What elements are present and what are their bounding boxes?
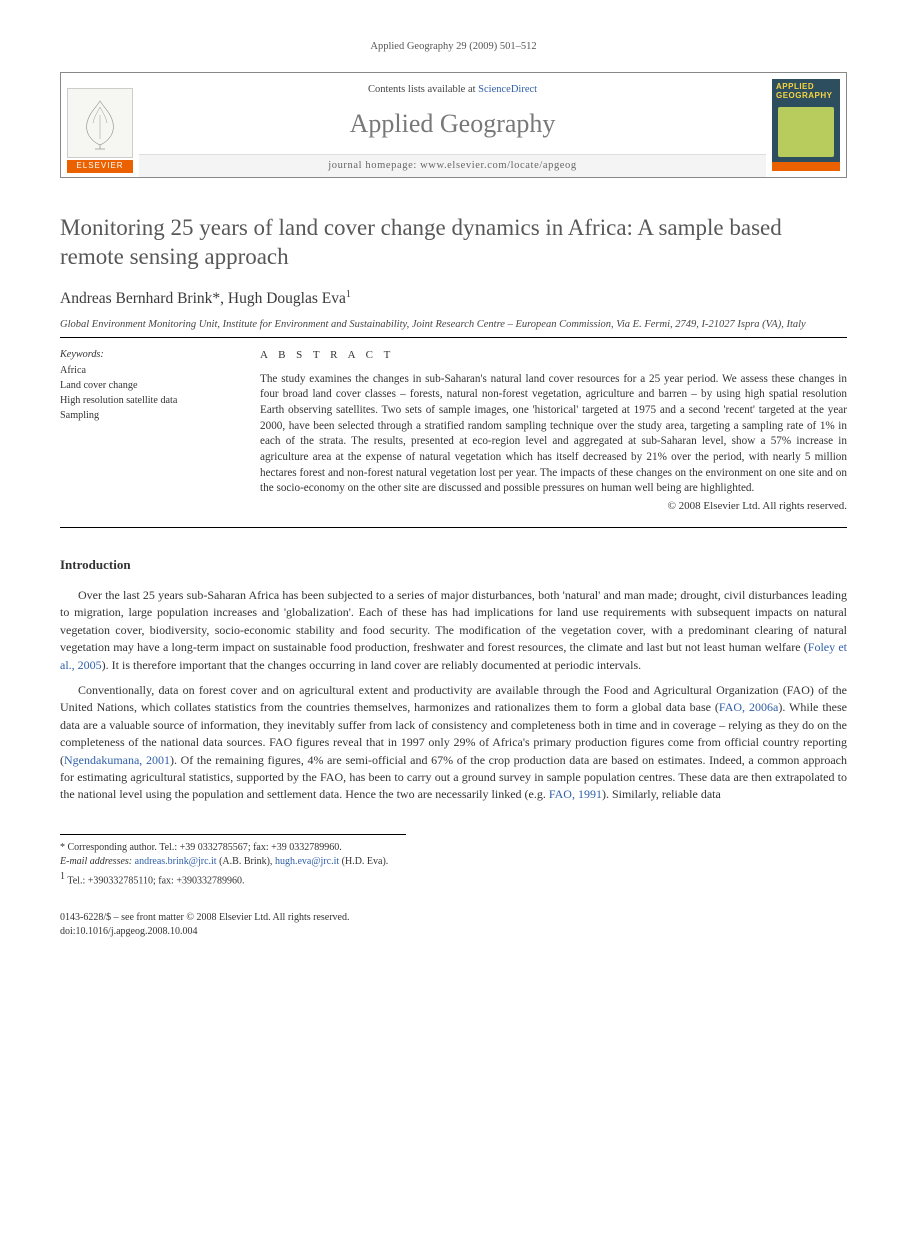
intro-para-2: Conventionally, data on forest cover and… <box>60 682 847 804</box>
p1-text-a: Over the last 25 years sub-Saharan Afric… <box>60 588 847 654</box>
homepage-prefix: journal homepage: <box>328 160 420 171</box>
keywords-head: Keywords: <box>60 348 232 363</box>
contents-prefix: Contents lists available at <box>368 84 478 95</box>
intro-para-1: Over the last 25 years sub-Saharan Afric… <box>60 587 847 674</box>
journal-header: ELSEVIER Contents lists available at Sci… <box>60 72 847 178</box>
doi-line: doi:10.1016/j.apgeog.2008.10.004 <box>60 925 847 939</box>
p2-text-d: ). Similarly, reliable data <box>602 787 721 801</box>
elsevier-wordmark: ELSEVIER <box>67 160 133 173</box>
email1-who: (A.B. Brink), <box>217 856 275 867</box>
keyword-item: High resolution satellite data <box>60 394 232 409</box>
author-sup: 1 <box>346 289 351 300</box>
keyword-item: Africa <box>60 364 232 379</box>
rule-bottom <box>60 527 847 528</box>
authors-line: Andreas Bernhard Brink*, Hugh Douglas Ev… <box>60 288 847 310</box>
introduction-head: Introduction <box>60 556 847 574</box>
elsevier-logo-block: ELSEVIER <box>61 73 139 177</box>
ref-ngendakumana-2001[interactable]: Ngendakumana, 2001 <box>64 753 170 767</box>
elsevier-tree-icon <box>67 88 133 158</box>
email-label: E-mail addresses: <box>60 856 135 867</box>
homepage-url: www.elsevier.com/locate/apgeog <box>420 160 577 171</box>
p2-text-c: ). Of the remaining figures, 4% are semi… <box>60 753 847 802</box>
authors-names: Andreas Bernhard Brink*, Hugh Douglas Ev… <box>60 290 346 307</box>
journal-title: Applied Geography <box>147 106 758 141</box>
journal-cover-thumb: APPLIED GEOGRAPHY <box>772 79 840 171</box>
keyword-item: Sampling <box>60 409 232 424</box>
affiliation: Global Environment Monitoring Unit, Inst… <box>60 318 847 332</box>
rule-top <box>60 337 847 338</box>
email-eva[interactable]: hugh.eva@jrc.it <box>275 856 339 867</box>
email-brink[interactable]: andreas.brink@jrc.it <box>135 856 217 867</box>
cover-orange-bar <box>772 162 840 171</box>
cover-title-text: APPLIED GEOGRAPHY <box>776 83 836 101</box>
abstract-text: The study examines the changes in sub-Sa… <box>260 372 847 497</box>
ref-fao-1991[interactable]: FAO, 1991 <box>549 787 602 801</box>
keywords-column: Keywords: Africa Land cover change High … <box>60 348 232 514</box>
footnote-1: 1 Tel.: +390332785110; fax: +39033278996… <box>60 870 406 889</box>
email-addresses-line: E-mail addresses: andreas.brink@jrc.it (… <box>60 855 406 870</box>
footnote-1-text: Tel.: +390332785110; fax: +390332789960. <box>65 875 244 886</box>
footnotes-block: * Corresponding author. Tel.: +39 033278… <box>60 834 406 889</box>
keyword-item: Land cover change <box>60 379 232 394</box>
corr-label: * Corresponding author. Tel.: <box>60 842 180 853</box>
abstract-head: A B S T R A C T <box>260 348 847 363</box>
cover-map-graphic <box>778 107 834 157</box>
front-matter-line: 0143-6228/$ – see front matter © 2008 El… <box>60 911 847 925</box>
corr-tel: +39 0332785567 <box>180 842 248 853</box>
abstract-column: A B S T R A C T The study examines the c… <box>260 348 847 514</box>
email2-who: (H.D. Eva). <box>339 856 388 867</box>
article-title: Monitoring 25 years of land cover change… <box>60 214 847 272</box>
running-head: Applied Geography 29 (2009) 501–512 <box>60 40 847 54</box>
corresponding-author-note: * Corresponding author. Tel.: +39 033278… <box>60 841 406 856</box>
corr-fax-label: ; fax: <box>248 842 271 853</box>
p1-text-b: ). It is therefore important that the ch… <box>102 658 641 672</box>
ref-fao-2006a[interactable]: FAO, 2006a <box>719 700 778 714</box>
contents-available-line: Contents lists available at ScienceDirec… <box>147 83 758 97</box>
bottom-meta: 0143-6228/$ – see front matter © 2008 El… <box>60 911 847 939</box>
corr-fax: +39 0332789960. <box>271 842 342 853</box>
journal-cover-block: APPLIED GEOGRAPHY <box>766 73 846 177</box>
abstract-copyright: © 2008 Elsevier Ltd. All rights reserved… <box>260 499 847 514</box>
journal-homepage-line: journal homepage: www.elsevier.com/locat… <box>139 154 766 177</box>
sciencedirect-link[interactable]: ScienceDirect <box>478 84 537 95</box>
